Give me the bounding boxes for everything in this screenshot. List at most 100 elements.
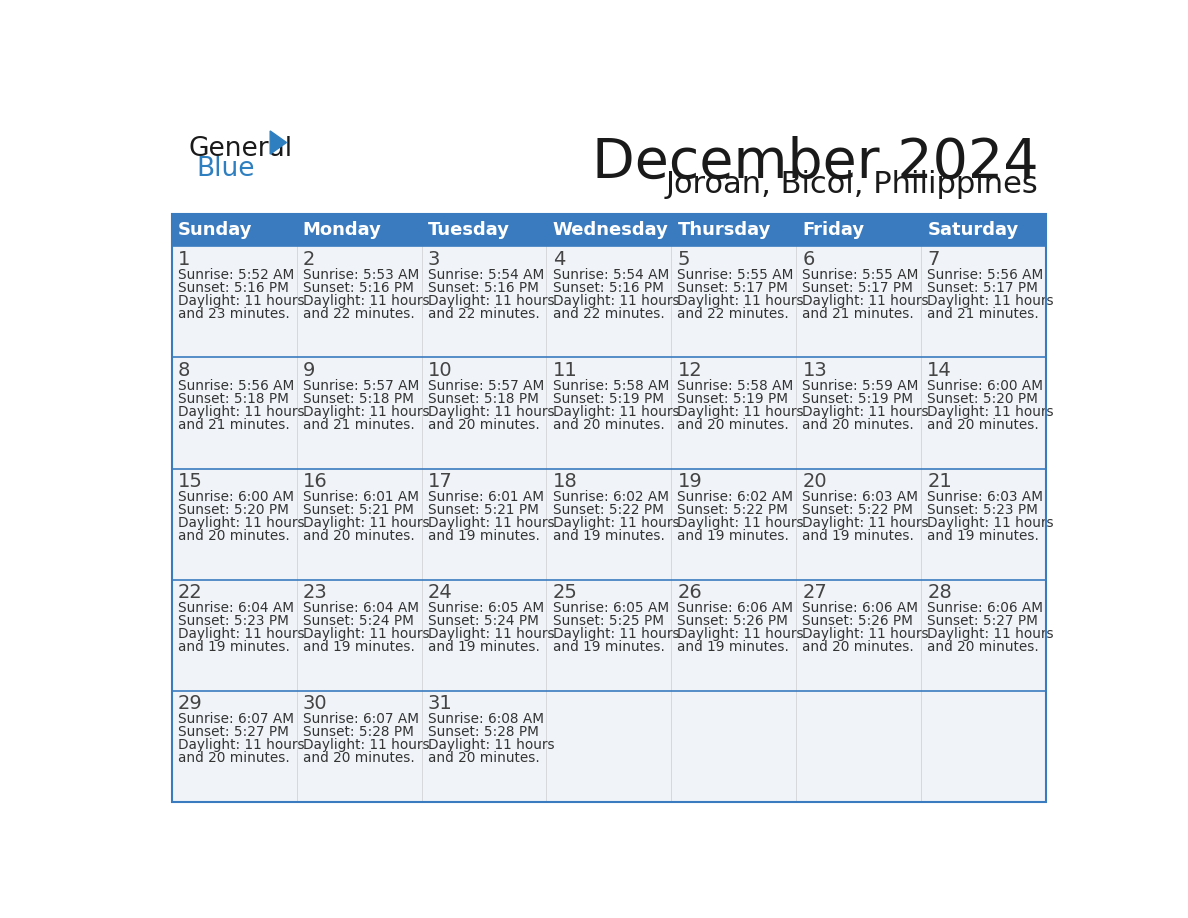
Text: Sunset: 5:28 PM: Sunset: 5:28 PM xyxy=(303,725,413,739)
Text: Sunset: 5:28 PM: Sunset: 5:28 PM xyxy=(428,725,538,739)
Text: Sunset: 5:18 PM: Sunset: 5:18 PM xyxy=(428,392,538,406)
Text: Daylight: 11 hours: Daylight: 11 hours xyxy=(677,405,804,420)
Bar xyxy=(172,214,1045,246)
Text: 30: 30 xyxy=(303,694,328,713)
Text: and 21 minutes.: and 21 minutes. xyxy=(303,419,415,432)
Bar xyxy=(172,357,1045,468)
Text: Sunrise: 5:58 AM: Sunrise: 5:58 AM xyxy=(677,379,794,393)
Text: Sunset: 5:16 PM: Sunset: 5:16 PM xyxy=(552,281,663,295)
Text: Daylight: 11 hours: Daylight: 11 hours xyxy=(928,405,1054,420)
Text: 18: 18 xyxy=(552,473,577,491)
Text: Sunrise: 5:52 AM: Sunrise: 5:52 AM xyxy=(178,268,295,282)
Text: Daylight: 11 hours: Daylight: 11 hours xyxy=(677,516,804,531)
Text: and 20 minutes.: and 20 minutes. xyxy=(802,641,914,655)
Text: Daylight: 11 hours: Daylight: 11 hours xyxy=(303,294,429,308)
Text: and 20 minutes.: and 20 minutes. xyxy=(303,530,415,543)
Text: Sunset: 5:26 PM: Sunset: 5:26 PM xyxy=(802,614,914,628)
Text: Sunset: 5:20 PM: Sunset: 5:20 PM xyxy=(928,392,1038,406)
Text: Sunrise: 6:04 AM: Sunrise: 6:04 AM xyxy=(303,601,419,615)
Text: and 20 minutes.: and 20 minutes. xyxy=(428,419,539,432)
Text: Daylight: 11 hours: Daylight: 11 hours xyxy=(178,405,304,420)
Text: 26: 26 xyxy=(677,584,702,602)
Text: and 19 minutes.: and 19 minutes. xyxy=(928,530,1040,543)
Text: and 20 minutes.: and 20 minutes. xyxy=(677,419,789,432)
Text: and 21 minutes.: and 21 minutes. xyxy=(928,308,1040,321)
Text: Daylight: 11 hours: Daylight: 11 hours xyxy=(303,627,429,642)
Text: Daylight: 11 hours: Daylight: 11 hours xyxy=(552,516,680,531)
Text: 27: 27 xyxy=(802,584,827,602)
Bar xyxy=(172,468,1045,579)
Text: Sunset: 5:22 PM: Sunset: 5:22 PM xyxy=(802,503,914,517)
Text: Sunset: 5:16 PM: Sunset: 5:16 PM xyxy=(303,281,413,295)
Text: Daylight: 11 hours: Daylight: 11 hours xyxy=(178,516,304,531)
Text: 17: 17 xyxy=(428,473,453,491)
Text: Sunrise: 6:08 AM: Sunrise: 6:08 AM xyxy=(428,712,544,726)
Text: 28: 28 xyxy=(928,584,952,602)
Text: Sunset: 5:23 PM: Sunset: 5:23 PM xyxy=(178,614,289,628)
Text: and 19 minutes.: and 19 minutes. xyxy=(552,641,664,655)
Text: Sunset: 5:19 PM: Sunset: 5:19 PM xyxy=(802,392,914,406)
Text: and 20 minutes.: and 20 minutes. xyxy=(928,641,1040,655)
Text: Daylight: 11 hours: Daylight: 11 hours xyxy=(802,516,929,531)
Text: Sunrise: 6:01 AM: Sunrise: 6:01 AM xyxy=(303,490,419,504)
Text: 1: 1 xyxy=(178,251,190,269)
Text: Daylight: 11 hours: Daylight: 11 hours xyxy=(802,627,929,642)
Text: Sunrise: 6:06 AM: Sunrise: 6:06 AM xyxy=(928,601,1043,615)
Text: Daylight: 11 hours: Daylight: 11 hours xyxy=(677,627,804,642)
Text: Sunrise: 5:55 AM: Sunrise: 5:55 AM xyxy=(677,268,794,282)
Text: Sunset: 5:17 PM: Sunset: 5:17 PM xyxy=(928,281,1038,295)
Text: Daylight: 11 hours: Daylight: 11 hours xyxy=(428,405,555,420)
Text: 31: 31 xyxy=(428,694,453,713)
Text: Thursday: Thursday xyxy=(677,221,771,240)
Text: 7: 7 xyxy=(928,251,940,269)
Text: and 19 minutes.: and 19 minutes. xyxy=(303,641,415,655)
Text: and 19 minutes.: and 19 minutes. xyxy=(428,641,539,655)
Text: 13: 13 xyxy=(802,362,827,380)
Text: Daylight: 11 hours: Daylight: 11 hours xyxy=(928,516,1054,531)
Text: Sunrise: 6:06 AM: Sunrise: 6:06 AM xyxy=(802,601,918,615)
Text: Daylight: 11 hours: Daylight: 11 hours xyxy=(928,294,1054,308)
Text: 10: 10 xyxy=(428,362,453,380)
Text: General: General xyxy=(189,136,293,162)
Text: Blue: Blue xyxy=(196,155,255,182)
Text: and 20 minutes.: and 20 minutes. xyxy=(802,419,914,432)
Bar xyxy=(172,579,1045,690)
Text: Daylight: 11 hours: Daylight: 11 hours xyxy=(677,294,804,308)
Text: 12: 12 xyxy=(677,362,702,380)
Text: December 2024: December 2024 xyxy=(592,136,1038,190)
Text: 29: 29 xyxy=(178,694,203,713)
Text: and 22 minutes.: and 22 minutes. xyxy=(677,308,789,321)
Text: Daylight: 11 hours: Daylight: 11 hours xyxy=(552,405,680,420)
Text: Daylight: 11 hours: Daylight: 11 hours xyxy=(428,627,555,642)
Text: 14: 14 xyxy=(928,362,952,380)
Text: 5: 5 xyxy=(677,251,690,269)
Text: and 20 minutes.: and 20 minutes. xyxy=(928,419,1040,432)
Text: Joroan, Bicol, Philippines: Joroan, Bicol, Philippines xyxy=(665,170,1038,199)
Text: Sunset: 5:22 PM: Sunset: 5:22 PM xyxy=(677,503,789,517)
Text: Sunrise: 5:57 AM: Sunrise: 5:57 AM xyxy=(428,379,544,393)
Text: Daylight: 11 hours: Daylight: 11 hours xyxy=(928,627,1054,642)
Text: 22: 22 xyxy=(178,584,203,602)
Text: Sunset: 5:16 PM: Sunset: 5:16 PM xyxy=(178,281,289,295)
Text: Sunset: 5:18 PM: Sunset: 5:18 PM xyxy=(178,392,289,406)
Text: 21: 21 xyxy=(928,473,952,491)
Text: 23: 23 xyxy=(303,584,328,602)
Text: Sunrise: 6:05 AM: Sunrise: 6:05 AM xyxy=(552,601,669,615)
Text: Daylight: 11 hours: Daylight: 11 hours xyxy=(428,294,555,308)
Text: and 20 minutes.: and 20 minutes. xyxy=(552,419,664,432)
Text: 24: 24 xyxy=(428,584,453,602)
Text: 20: 20 xyxy=(802,473,827,491)
Text: Daylight: 11 hours: Daylight: 11 hours xyxy=(303,405,429,420)
Text: Sunset: 5:16 PM: Sunset: 5:16 PM xyxy=(428,281,538,295)
Text: Daylight: 11 hours: Daylight: 11 hours xyxy=(428,738,555,753)
Bar xyxy=(172,214,1045,801)
Text: Daylight: 11 hours: Daylight: 11 hours xyxy=(552,294,680,308)
Text: Sunrise: 6:04 AM: Sunrise: 6:04 AM xyxy=(178,601,293,615)
Text: 25: 25 xyxy=(552,584,577,602)
Text: 2: 2 xyxy=(303,251,315,269)
Text: Daylight: 11 hours: Daylight: 11 hours xyxy=(428,516,555,531)
Text: Sunrise: 6:07 AM: Sunrise: 6:07 AM xyxy=(178,712,293,726)
Text: Daylight: 11 hours: Daylight: 11 hours xyxy=(178,738,304,753)
Text: Sunset: 5:27 PM: Sunset: 5:27 PM xyxy=(178,725,289,739)
Text: 15: 15 xyxy=(178,473,203,491)
